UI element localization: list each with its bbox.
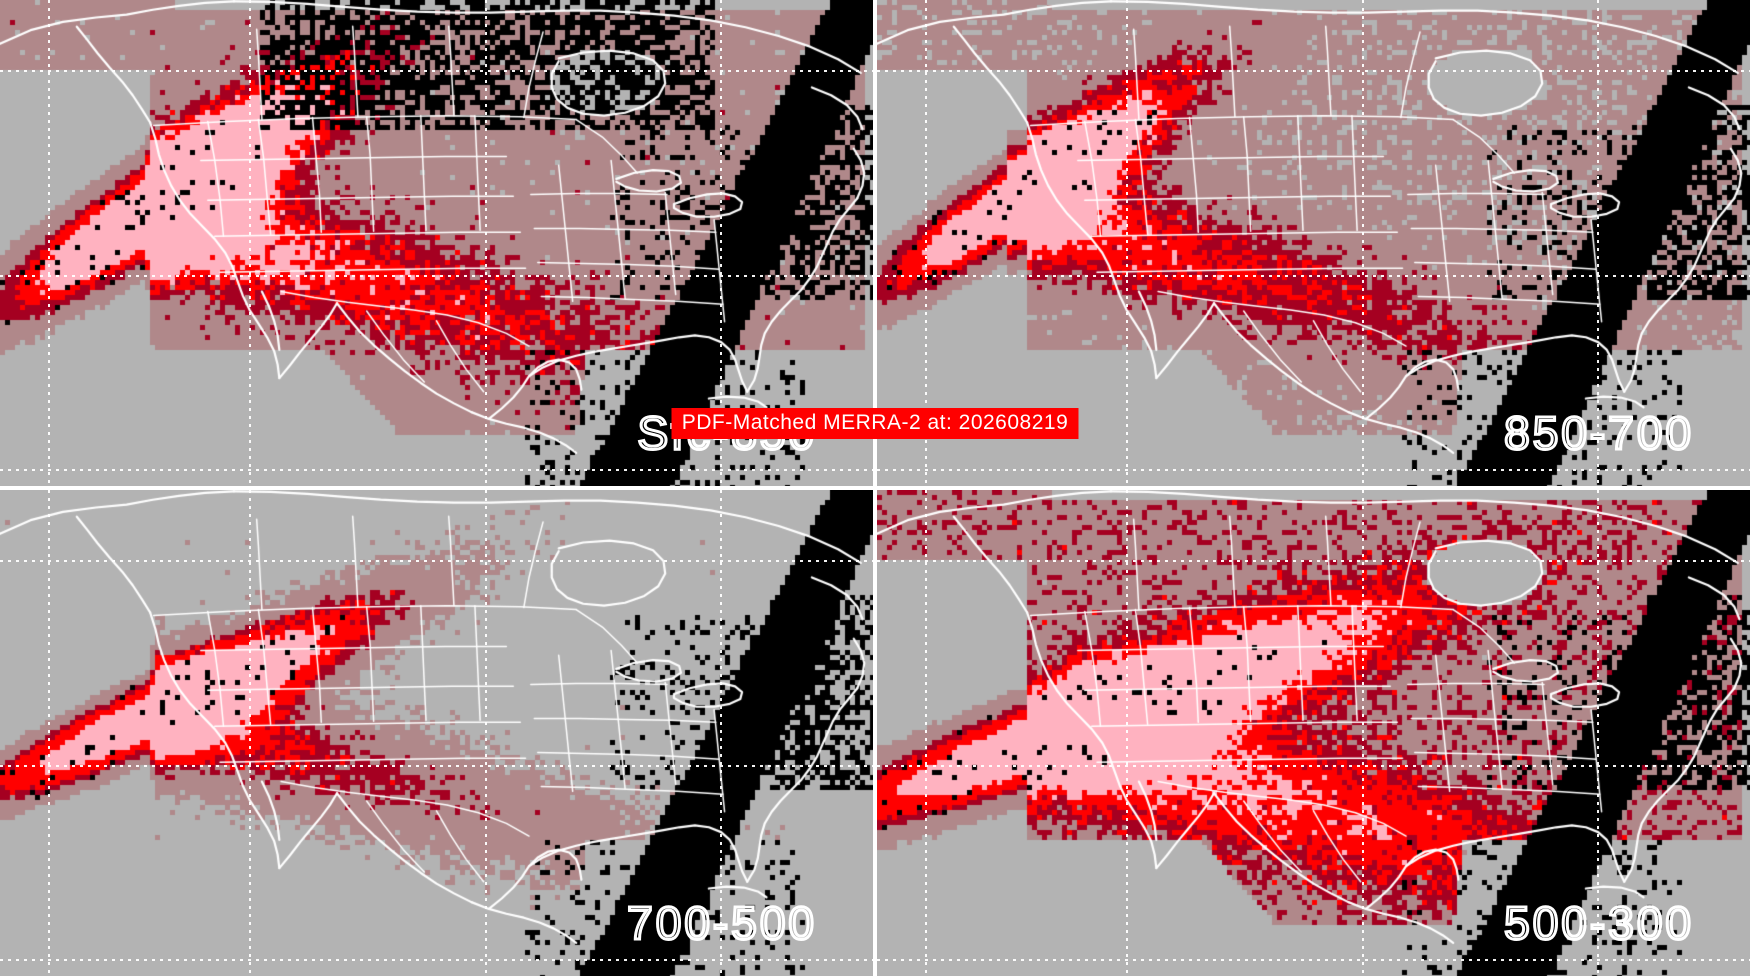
figure-title-banner: PDF-Matched MERRA-2 at: 202608219 xyxy=(671,408,1079,440)
map-canvas-700-500 xyxy=(0,490,873,976)
map-canvas-850-700 xyxy=(877,0,1750,486)
map-canvas-500-300 xyxy=(877,490,1750,976)
panel-700-500[interactable]: 700-500 xyxy=(0,490,873,976)
panel-sfc-850[interactable]: Sfc-850 xyxy=(0,0,873,486)
panel-850-700[interactable]: 850-700 xyxy=(877,0,1750,486)
map-canvas-sfc-850 xyxy=(0,0,873,486)
panel-500-300[interactable]: 500-300 xyxy=(877,490,1750,976)
